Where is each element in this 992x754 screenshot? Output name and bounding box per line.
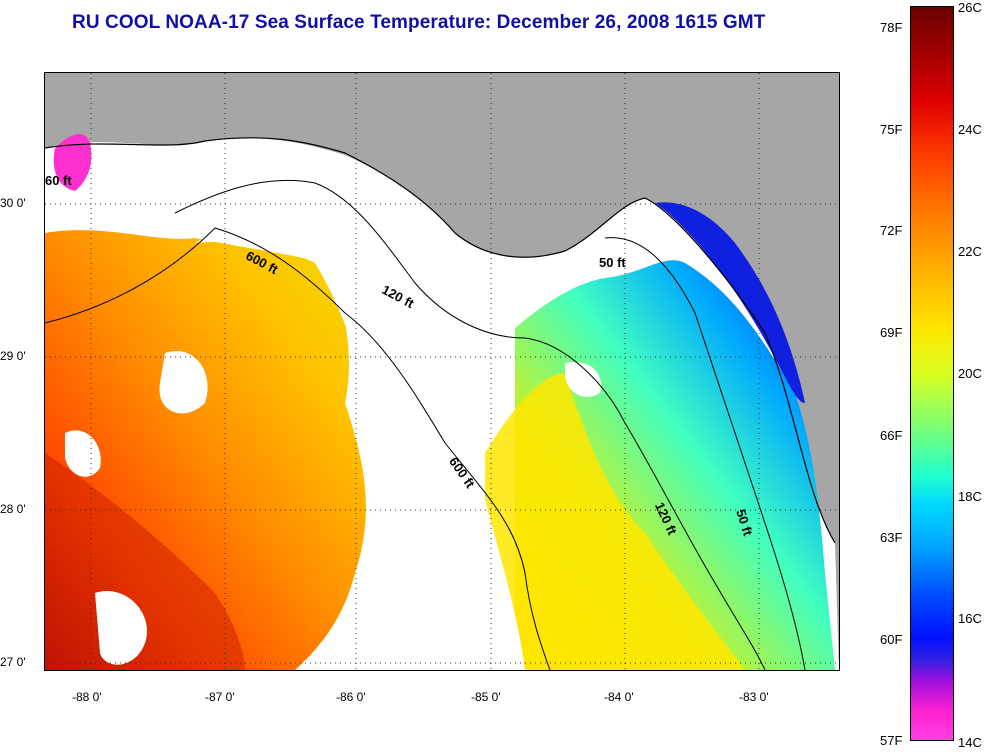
longitude-label: -84 0' xyxy=(604,690,634,704)
longitude-label: -87 0' xyxy=(205,690,235,704)
colorbar-fahrenheit-label: 78F xyxy=(880,20,903,35)
latitude-label: 30 0' xyxy=(0,196,26,210)
colorbar-celsius-label: 26C xyxy=(958,0,982,15)
longitude-label: -88 0' xyxy=(72,690,102,704)
yellow-shelf-region xyxy=(485,373,745,670)
colorbar-celsius-label: 20C xyxy=(958,366,982,381)
colorbar-fahrenheit-label: 60F xyxy=(880,632,903,647)
depth-contour-50ft xyxy=(604,237,806,670)
colorbar-celsius-label: 18C xyxy=(958,489,982,504)
contour-label: 50 ft xyxy=(599,255,626,270)
depth-contour-120ft xyxy=(174,179,766,670)
colorbar-celsius-label: 14C xyxy=(958,735,982,750)
latitude-label: 28 0' xyxy=(0,502,26,516)
colorbar-fahrenheit-label: 57F xyxy=(880,733,903,748)
longitude-label: -86 0' xyxy=(336,690,366,704)
contour-label: 60 ft xyxy=(45,173,72,188)
sst-map-image xyxy=(45,73,839,670)
cloud-patch xyxy=(159,351,208,414)
latitude-label: 27 0' xyxy=(0,655,26,669)
colorbar-fahrenheit-label: 72F xyxy=(880,223,903,238)
cloud-patch xyxy=(565,362,601,397)
colorbar-celsius-label: 16C xyxy=(958,611,982,626)
cloud-patch xyxy=(195,212,525,670)
cold-patch xyxy=(53,133,92,191)
deep-red-band xyxy=(45,453,245,670)
temperature-colorbar xyxy=(910,6,954,741)
map-title: RU COOL NOAA-17 Sea Surface Temperature:… xyxy=(72,12,766,33)
longitude-label: -83 0' xyxy=(739,690,769,704)
colorbar-fahrenheit-label: 69F xyxy=(880,325,903,340)
cloud-patch xyxy=(65,430,101,477)
colorbar-celsius-label: 24C xyxy=(958,122,982,137)
colorbar-fahrenheit-label: 75F xyxy=(880,122,903,137)
coastline xyxy=(45,137,836,544)
cloud-patch xyxy=(95,591,147,665)
colorbar-fahrenheit-label: 66F xyxy=(880,428,903,443)
colorbar-celsius-label: 22C xyxy=(958,244,982,259)
latitude-label: 29 0' xyxy=(0,349,26,363)
sst-map: 60 ft 600 ft 120 ft 50 ft 600 ft 120 ft … xyxy=(44,72,840,671)
colorbar-fahrenheit-label: 63F xyxy=(880,530,903,545)
depth-contour-600ft xyxy=(45,227,551,670)
coastal-blue-band xyxy=(655,202,805,403)
longitude-label: -85 0' xyxy=(471,690,501,704)
